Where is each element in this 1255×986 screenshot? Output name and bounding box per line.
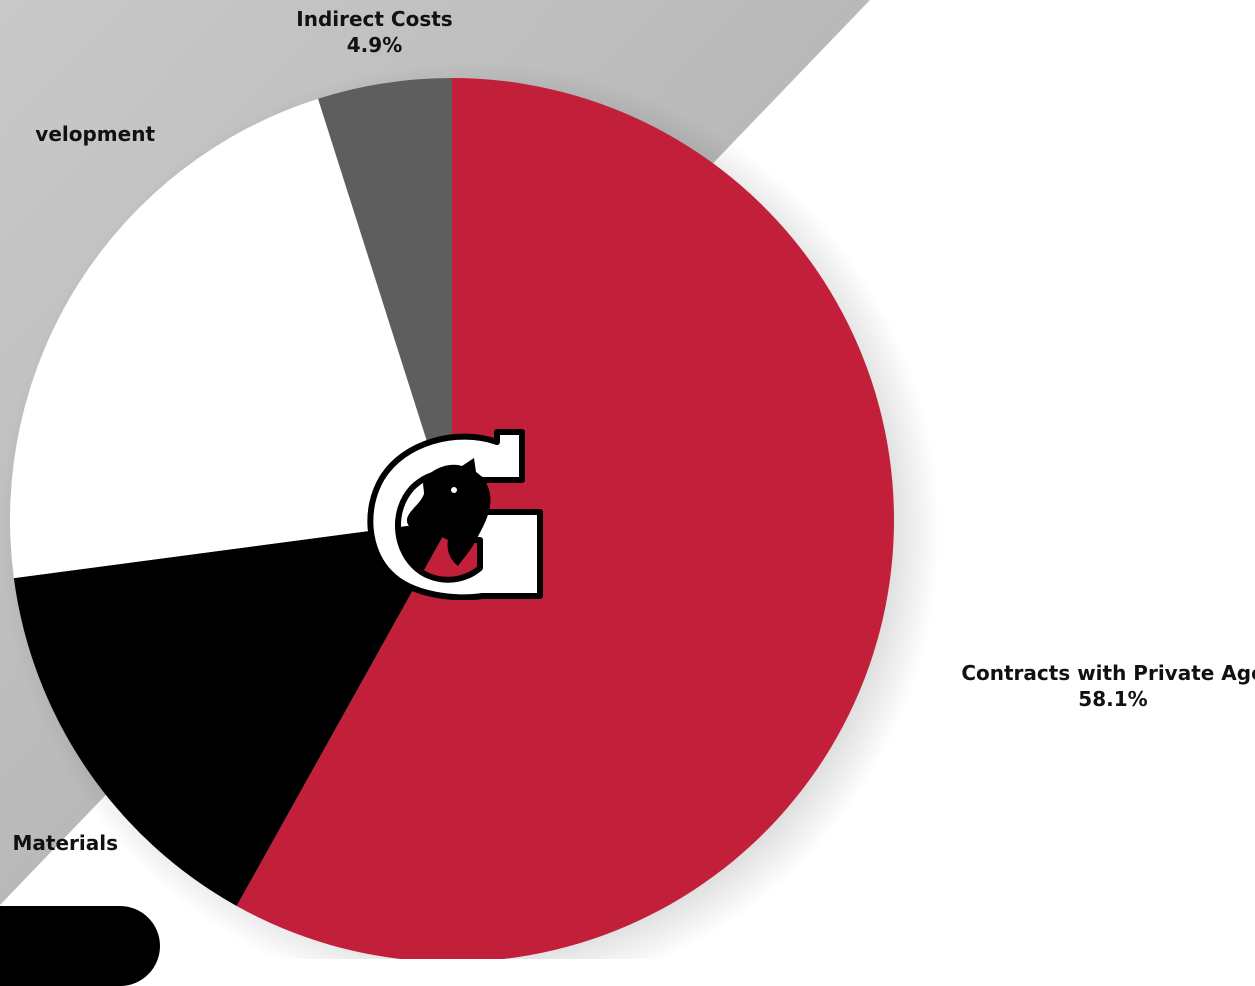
- label-materials: Materials: [0, 830, 119, 856]
- horse-head-g-logo-icon: [367, 429, 543, 600]
- bottom-black-tab: [0, 906, 160, 986]
- pie-chart: [0, 62, 940, 959]
- label-materials-name: Materials: [12, 831, 119, 855]
- label-development-name: velopment: [35, 122, 155, 146]
- pie-slice-2: [10, 98, 453, 579]
- pie-slice-0: [236, 78, 894, 959]
- label-contracts-name: Contracts with Private Age: [961, 661, 1255, 685]
- pie-slice-1: [13, 520, 452, 906]
- label-contracts: Contracts with Private Age 58.1%: [888, 660, 1255, 712]
- label-indirect-costs-name: Indirect Costs: [296, 7, 453, 31]
- label-indirect-costs: Indirect Costs 4.9%: [252, 6, 497, 58]
- label-indirect-costs-value: 4.9%: [346, 33, 403, 57]
- label-contracts-value: 58.1%: [1078, 687, 1148, 711]
- pie-slice-3: [318, 78, 452, 520]
- label-development: velopment: [0, 121, 155, 147]
